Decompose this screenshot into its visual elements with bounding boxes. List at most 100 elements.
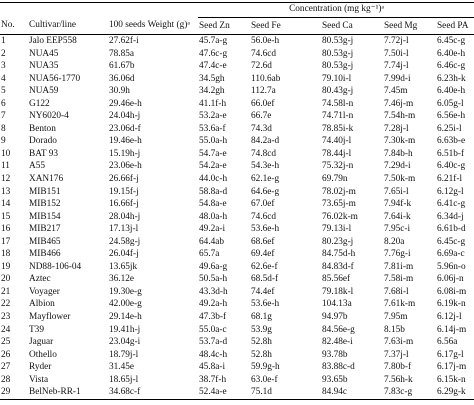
table-cell: 7.83c-g: [383, 386, 437, 400]
table-cell: 31.45e: [109, 362, 135, 373]
table-cell: 38.7f-h: [199, 374, 227, 385]
table-row: 2 NUA45 78.85a 47.6c-g 74.6cd 80.53g-j 7.50i-l…: [0, 48, 474, 61]
table-cell: NUA59: [29, 86, 59, 97]
table-cell: 7.64i-k: [384, 211, 411, 222]
table-cell: 74.3d: [251, 123, 272, 134]
table-cell: 28.04h-j: [109, 211, 141, 222]
column-header: 100 seeds Weight (g)ᵃ: [108, 17, 199, 35]
table-cell: 7.45m: [384, 86, 408, 97]
table-cell: 43.3d-h: [199, 286, 228, 297]
table-cell: 6.63b-e: [437, 136, 466, 147]
table-cell: 93.65b: [322, 374, 348, 385]
table-cell: 78.44j-l: [322, 148, 352, 159]
table-cell: 84.56e-g: [322, 324, 355, 335]
column-header: Seed Ca: [321, 17, 384, 35]
table-cell: 26.66f-j: [109, 174, 139, 185]
table-cell: 6: [1, 98, 6, 109]
table-cell: 49.2a-h: [199, 299, 228, 310]
table-cell: 53.9g: [251, 324, 272, 335]
table-row: 1 Jalo EEP558 27.62f-i 45.7a-g 56.0e-h 80.53g…: [0, 35, 474, 48]
table-cell: 7.65i-l: [384, 186, 409, 197]
table-cell: 21: [1, 286, 11, 297]
table-cell: 8.20a: [384, 236, 405, 247]
table-cell: 75.32j-n: [322, 161, 354, 172]
table-cell: 79.10i-l: [322, 73, 352, 84]
table-cell: 73.65j-m: [322, 199, 356, 210]
table-cell: 52.8h: [251, 349, 272, 360]
table-cell: 4: [1, 73, 6, 84]
table-cell: 8: [1, 123, 6, 134]
table-cell: 19.30e-g: [109, 286, 142, 297]
table-row: 18 MIB466 26.04f-j 65.7a 69.4ef 84.75d-h 7.76g…: [0, 248, 474, 261]
table-cell: 79.18k-l: [322, 286, 354, 297]
column-header: Seed Mg: [383, 17, 437, 35]
table-cell: 23.04g-i: [109, 337, 141, 348]
table-cell: Vista: [29, 374, 49, 385]
table-cell: 24.58g-j: [109, 236, 141, 247]
table-cell: 6.29g-k: [436, 386, 474, 400]
table-cell: 47.6c-g: [199, 48, 228, 59]
table-row: 14 MIB152 16.66f-j 54.8a-e 67.0ef 73.65j-m 7.9…: [0, 198, 474, 211]
table-cell: 12: [1, 174, 11, 185]
table-cell: 23: [1, 312, 11, 323]
table-cell: 7.81i-m: [384, 261, 414, 272]
table-cell: 83.88c-d: [322, 362, 355, 373]
table-row: 15 MIB154 28.04h-j 48.0a-h 74.6cd 76.02k-m 7.6…: [0, 211, 474, 224]
table-cell: MIB154: [29, 211, 61, 222]
table-cell: 53.6e-h: [251, 299, 280, 310]
table-cell: 34.68c-f: [108, 386, 199, 400]
table-header: Concentration (mg kg⁻¹)ᵃ No. Cultivar/lin…: [0, 2, 474, 35]
table-row: 28 Vista 18.65j-l 38.7f-h 63.0e-f 93.65b 7.56h…: [0, 374, 474, 387]
table-row: 25 Jaguar 23.04g-i 53.7a-d 52.8h 82.48e-i 7.63…: [0, 336, 474, 349]
table-cell: 62.6e-f: [251, 261, 278, 272]
table-cell: 6.40c-g: [437, 161, 466, 172]
table-cell: 7.99d-i: [384, 73, 411, 84]
table-cell: 45.8a-i: [199, 362, 226, 373]
table-cell: 7.37j-l: [384, 349, 409, 360]
table-cell: 54.3e-h: [251, 161, 280, 172]
table-cell: 53.6a-f: [199, 123, 226, 134]
table-cell: 7.50i-l: [384, 48, 409, 59]
table-cell: 13.65jk: [109, 261, 138, 272]
table-row: 12 XAN176 26.66f-j 44.0c-h 62.1e-g 69.79n 7.50…: [0, 173, 474, 186]
table-cell: 6.08i-m: [437, 286, 467, 297]
table-cell: 68.1g: [251, 312, 272, 323]
table-cell: 17.13j-l: [109, 224, 139, 235]
table-cell: 6.15k-n: [437, 374, 466, 385]
table-cell: 54.8a-e: [199, 199, 227, 210]
table-cell: 7.94f-k: [384, 199, 412, 210]
table-cell: 55.0a-h: [199, 136, 228, 147]
table-cell: 19.41h-j: [109, 324, 141, 335]
table-cell: 27.62f-i: [109, 36, 139, 46]
table-row: 11 A55 23.06e-h 54.2a-e 54.3e-h 75.32j-n 7.29d…: [0, 160, 474, 173]
table-cell: 36.12e: [109, 274, 135, 285]
table-cell: 64.4ab: [199, 236, 225, 247]
table-cell: 56.0e-h: [251, 36, 280, 46]
table-cell: NUA45: [29, 48, 59, 59]
table-cell: Jalo EEP558: [29, 36, 77, 46]
table-cell: Benton: [29, 123, 56, 134]
table-cell: 69.4ef: [251, 249, 275, 260]
table-cell: 55.0a-c: [199, 324, 227, 335]
table-cell: 6.51b-f: [437, 148, 465, 159]
table-cell: 7.29d-i: [384, 161, 411, 172]
table-cell: Othello: [29, 349, 57, 360]
table-cell: XAN176: [29, 174, 64, 185]
table-cell: 6.17g-l: [437, 349, 464, 360]
table-cell: 52.4a-e: [198, 386, 251, 400]
table-cell: 7.58i-m: [384, 274, 414, 285]
table-cell: 80.43g-j: [322, 86, 354, 97]
table-cell: 3: [1, 61, 6, 72]
table-cell: Albion: [29, 299, 55, 310]
table-cell: 26.04f-j: [109, 249, 139, 260]
table-cell: 7.61k-m: [384, 299, 416, 310]
table-cell: 74.40j-l: [322, 136, 352, 147]
table-cell: BAT 93: [29, 148, 59, 159]
table-cell: 44.0c-h: [199, 174, 228, 185]
table-cell: 34.2gh: [199, 86, 225, 97]
table-cell: 7.80b-f: [384, 362, 412, 373]
table-cell: 7.30k-m: [384, 136, 416, 147]
table-cell: 54.2a-e: [199, 161, 227, 172]
table-cell: 25: [1, 337, 11, 348]
table-row: 23 Mayflower 29.14e-h 47.3b-f 68.1g 94.97b 7.9…: [0, 311, 474, 324]
